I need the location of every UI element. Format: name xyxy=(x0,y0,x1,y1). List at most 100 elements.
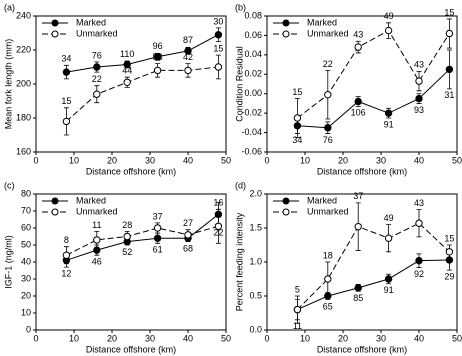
series-line xyxy=(297,222,450,310)
data-point xyxy=(415,77,423,85)
x-axis-label: Distance offshore (km) xyxy=(317,344,407,354)
sample-size-label: 11 xyxy=(92,220,101,230)
x-tick-label: 10 xyxy=(69,155,79,165)
data-point xyxy=(384,26,393,35)
y-tick-label: 0.00 xyxy=(244,88,262,98)
x-tick-label: 10 xyxy=(300,155,310,165)
legend-label: Unmarked xyxy=(76,206,118,216)
sample-size-label: 92 xyxy=(414,269,424,279)
legend-label: Marked xyxy=(307,195,337,205)
plot-frame xyxy=(266,15,458,153)
x-tick-label: 30 xyxy=(376,155,386,165)
panel-title: (a) xyxy=(4,2,15,12)
data-point xyxy=(354,284,362,292)
data-point xyxy=(445,65,454,74)
sample-size-label: 93 xyxy=(414,105,424,115)
y-tick-label: 30 xyxy=(21,273,31,283)
y-tick-label: 40 xyxy=(21,256,31,266)
sample-size-label: 96 xyxy=(153,41,163,51)
y-tick-label: 0.08 xyxy=(244,10,262,20)
panel-title: (b) xyxy=(235,2,246,12)
data-point xyxy=(445,248,454,256)
sample-size-label: 27 xyxy=(183,218,193,228)
sample-size-label: 12 xyxy=(61,268,71,278)
series-line xyxy=(66,225,219,256)
x-tick-label: 30 xyxy=(376,333,386,343)
y-axis-label: Mean fork length (mm) xyxy=(3,39,13,130)
sample-size-label: 30 xyxy=(213,16,223,26)
data-point xyxy=(445,29,454,38)
x-tick-label: 50 xyxy=(221,155,231,165)
sample-size-label: 31 xyxy=(444,90,454,100)
series-line xyxy=(66,66,219,122)
data-point xyxy=(153,234,162,242)
sample-size-label: 22 xyxy=(323,59,333,69)
sample-size-label: 34 xyxy=(292,135,302,145)
sample-size-label: 68 xyxy=(183,244,193,254)
sample-size-label: 91 xyxy=(384,285,394,295)
data-point xyxy=(324,90,332,99)
x-tick-label: 0 xyxy=(264,155,269,165)
panel: (b) 0 10 20 30 40 50 -0.06 -0.04 -0.02 0.00 0.02 0.0… xyxy=(234,2,462,176)
data-point xyxy=(384,234,393,242)
sample-size-label: 15 xyxy=(213,43,223,53)
y-axis-label: IGF-1 (ng/ml) xyxy=(3,235,13,289)
sample-size-label: 37 xyxy=(353,191,363,201)
data-point xyxy=(214,63,223,71)
x-tick-label: 0 xyxy=(33,333,38,343)
data-point xyxy=(184,66,192,75)
sample-size-label: 15 xyxy=(61,96,71,106)
y-tick-label: 180 xyxy=(16,112,31,122)
data-point xyxy=(214,222,223,230)
legend-label: Unmarked xyxy=(307,206,349,216)
y-tick-label: 1.0 xyxy=(249,256,262,266)
x-tick-label: 20 xyxy=(338,155,348,165)
x-tick-label: 50 xyxy=(452,155,462,165)
panel-title: (d) xyxy=(235,180,246,190)
sample-size-label: 42 xyxy=(183,52,193,62)
data-point xyxy=(293,114,302,122)
panel: (d) 0 10 20 30 40 50 0.0 0.5 1.0 1.5 2.0 Distance of… xyxy=(234,180,462,354)
data-point xyxy=(153,53,162,61)
data-point xyxy=(354,43,362,51)
series-line xyxy=(66,214,219,261)
sample-size-label: 8 xyxy=(64,235,69,245)
sample-size-label: 65 xyxy=(323,301,333,311)
sample-size-label: 28 xyxy=(122,220,132,230)
y-tick-label: 0.04 xyxy=(244,49,262,59)
y-tick-label: 0.06 xyxy=(244,30,262,40)
legend-marker xyxy=(282,30,290,38)
legend-label: Marked xyxy=(76,195,106,205)
data-point xyxy=(153,224,162,232)
sample-size-label: 91 xyxy=(384,119,394,129)
y-tick-label: 50 xyxy=(21,239,31,249)
data-point xyxy=(415,256,423,265)
legend-label: Marked xyxy=(307,17,337,27)
sample-size-label: 87 xyxy=(183,35,193,45)
y-tick-label: 0.0 xyxy=(249,324,262,334)
y-tick-label: 2.0 xyxy=(249,188,262,198)
y-tick-label: 0.02 xyxy=(244,69,262,79)
data-point xyxy=(293,305,302,314)
data-point xyxy=(324,275,332,283)
sample-size-label: 106 xyxy=(351,108,366,118)
sample-size-label: 34 xyxy=(61,54,71,64)
y-tick-label: 60 xyxy=(21,222,31,232)
x-tick-label: 30 xyxy=(145,333,155,343)
legend-marker xyxy=(51,208,59,216)
y-tick-label: 10 xyxy=(21,307,31,317)
sample-size-label: 18 xyxy=(323,250,333,260)
x-tick-label: 30 xyxy=(145,155,155,165)
legend-marker xyxy=(282,197,290,205)
data-point xyxy=(123,232,131,241)
data-point xyxy=(384,275,393,283)
data-point xyxy=(415,94,423,103)
sample-size-label: 46 xyxy=(92,257,102,267)
x-tick-label: 10 xyxy=(69,333,79,343)
y-tick-label: 1.5 xyxy=(249,222,262,232)
sample-size-label: 37 xyxy=(153,211,163,221)
sample-size-label: 29 xyxy=(444,272,454,282)
y-tick-label: 240 xyxy=(16,10,31,20)
series-line xyxy=(297,69,450,129)
